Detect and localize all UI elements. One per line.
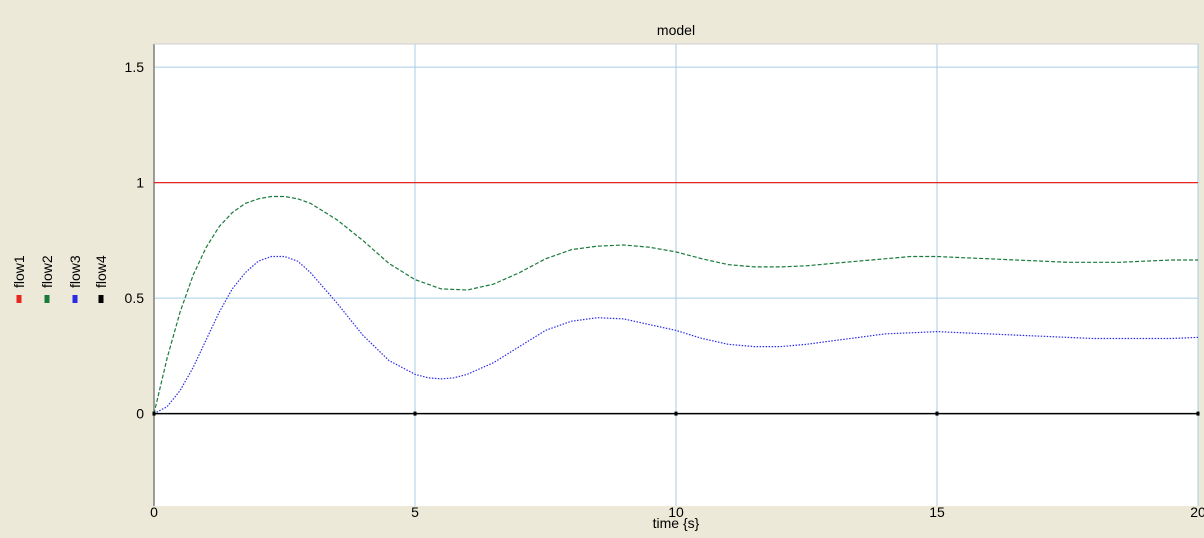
x-axis-tick-mark: [935, 411, 939, 416]
y-tick-label: 0.5: [125, 290, 145, 306]
legend-swatch-flow1: [16, 295, 22, 303]
y-tick-label: 0: [136, 406, 144, 422]
tick-labels: 0 5 10 15 20 0 0.5 1 1.5: [125, 59, 1204, 520]
x-axis-tick-mark: [413, 411, 417, 416]
legend: flow1 flow2 flow3 flow4: [11, 255, 109, 303]
series-lines: [152, 182, 1200, 416]
x-tick-label: 15: [929, 504, 945, 520]
chart-title: model: [657, 22, 695, 38]
legend-swatch-flow2: [44, 295, 50, 303]
series-line-flow2: [153, 195, 1198, 414]
legend-label-flow4: flow4: [93, 255, 109, 288]
y-tick-label: 1: [136, 175, 144, 191]
y-tick-label: 1.5: [125, 59, 145, 75]
legend-label-flow2: flow2: [39, 255, 55, 288]
axes: [153, 43, 1198, 506]
x-tick-label: 20: [1190, 504, 1204, 520]
x-axis-tick-mark: [152, 411, 156, 416]
series-line-flow3: [153, 255, 1199, 415]
legend-label-flow3: flow3: [67, 255, 83, 288]
legend-swatch-flow3: [72, 295, 78, 303]
x-tick-label: 10: [668, 504, 684, 520]
x-axis-tick-mark: [674, 411, 678, 416]
x-axis-label: time {s}: [653, 515, 700, 531]
legend-label-flow1: flow1: [11, 255, 27, 288]
legend-swatch-flow4: [98, 295, 104, 303]
x-tick-label: 0: [150, 504, 158, 520]
x-tick-label: 5: [411, 504, 419, 520]
x-axis-tick-mark: [1196, 411, 1200, 416]
